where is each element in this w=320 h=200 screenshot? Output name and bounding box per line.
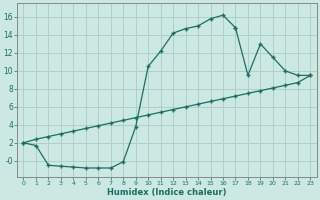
X-axis label: Humidex (Indice chaleur): Humidex (Indice chaleur)	[107, 188, 227, 197]
